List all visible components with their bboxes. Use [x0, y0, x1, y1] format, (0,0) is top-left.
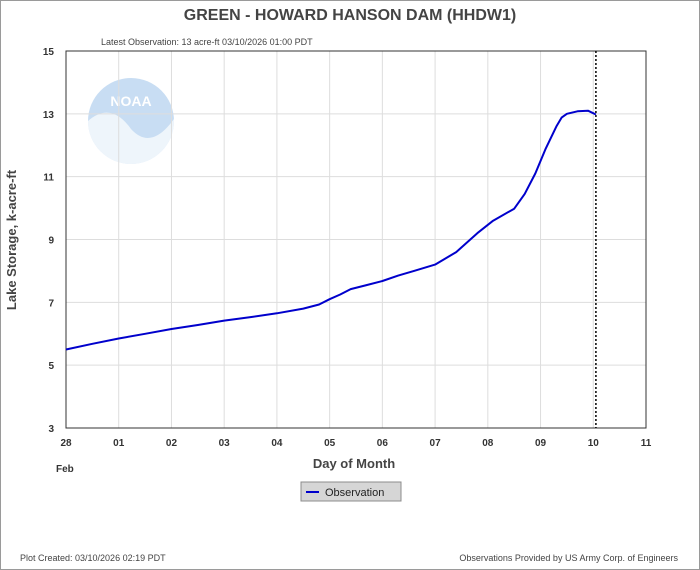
- y-tick-label: 9: [48, 236, 54, 247]
- noaa-logo-icon: NOAA: [88, 78, 174, 164]
- noaa-logo-text: NOAA: [110, 93, 151, 109]
- x-axis-label: Day of Month: [313, 456, 395, 471]
- plot-border: [65, 50, 647, 429]
- x-tick-label: 10: [588, 438, 600, 449]
- y-tick-label: 7: [48, 298, 54, 309]
- chart-subtitle: Latest Observation: 13 acre-ft 03/10/202…: [101, 37, 313, 47]
- x-tick-label: 06: [377, 438, 389, 449]
- x-tick-label: 11: [641, 438, 652, 449]
- axes: [65, 50, 647, 429]
- y-tick-label: 13: [43, 110, 55, 121]
- y-axis-label: Lake Storage, k-acre-ft: [4, 169, 19, 310]
- x-tick-label: 04: [271, 438, 283, 449]
- x-tick-label: 02: [166, 438, 178, 449]
- series-layer: [65, 109, 597, 351]
- footer-plot-created: Plot Created: 03/10/2026 02:19 PDT: [20, 553, 166, 563]
- tick-labels: 28 01 02 03 04 05 06 07 08 09 10 11 3 5 7 9 11 13 15: [43, 47, 652, 449]
- legend-box: [300, 481, 402, 502]
- y-tick-label: 11: [43, 173, 54, 184]
- y-tick-label: 5: [48, 361, 54, 372]
- chart-title: GREEN - HOWARD HANSON DAM (HHDW1): [184, 7, 516, 24]
- x-tick-label: 07: [430, 438, 442, 449]
- x-tick-label: 28: [60, 438, 72, 449]
- x-tick-label: 01: [113, 438, 125, 449]
- footer-source: Observations Provided by US Army Corp. o…: [459, 553, 678, 563]
- legend-label: Observation: [325, 487, 384, 499]
- x-axis-month-label: Feb: [56, 464, 74, 475]
- y-tick-label: 15: [43, 47, 55, 58]
- series-line-observation: [65, 109, 597, 351]
- x-tick-label: 08: [482, 438, 494, 449]
- legend: Observation: [300, 481, 402, 502]
- x-tick-label: 05: [324, 438, 336, 449]
- y-tick-label: 3: [48, 424, 54, 435]
- x-tick-label: 09: [535, 438, 547, 449]
- x-tick-label: 03: [219, 438, 231, 449]
